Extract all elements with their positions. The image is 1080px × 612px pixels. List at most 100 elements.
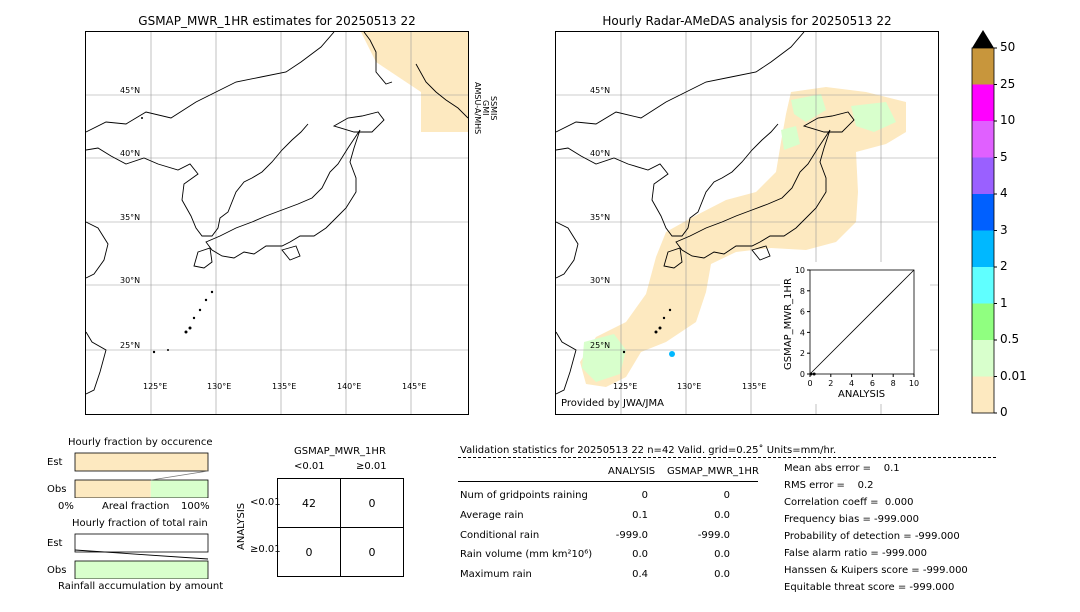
stat-analysis: 0.4 (632, 569, 648, 580)
total-rain-bar-frame (74, 560, 209, 579)
total-rain-xlabel: Rainfall accumulation by amount (58, 581, 224, 592)
scatter-ytick-label: 10 (795, 266, 805, 275)
stat-label: Conditional rain (460, 530, 540, 541)
light-rain-area-4 (582, 334, 626, 382)
right-lat-label-25: 25°N (590, 341, 611, 350)
colorbar-tick-label: 3 (1000, 222, 1008, 237)
colorbar-segment (972, 340, 994, 377)
scatter-ytick-label: 8 (800, 287, 805, 296)
left-lat-label-35: 35°N (120, 213, 141, 222)
occurrence-xlabel: Areal fraction (102, 501, 170, 512)
rain-spot (669, 351, 675, 357)
validation-divider (458, 457, 996, 458)
light-rain-area-3 (851, 102, 896, 132)
scatter-plot: 0 2 4 6 8 10 0 2 4 6 8 10 (795, 266, 919, 388)
right-lat-label-30: 30°N (590, 276, 611, 285)
colorbar-tick-label: 0.5 (1000, 332, 1020, 346)
left-lat-label-45: 45°N (120, 86, 141, 95)
left-islands (141, 117, 214, 354)
colorbar-segment (972, 267, 994, 304)
left-lat-label-25: 25°N (120, 341, 141, 350)
colorbar (971, 30, 997, 414)
occurrence-connector (150, 470, 209, 481)
score-line: Probability of detection = -999.000 (784, 531, 960, 542)
validation-header: Validation statistics for 20250513 22 n=… (460, 445, 837, 456)
scatter-ytick-label: 0 (800, 370, 805, 379)
left-lat-label-30: 30°N (120, 276, 141, 285)
left-map-title: GSMAP_MWR_1HR estimates for 20250513 22 (138, 14, 416, 28)
contingency-row: 0 0 (277, 527, 404, 577)
total-rain-bar-frame (74, 533, 209, 553)
stat-label: Rain volume (mm km²10⁶) (460, 549, 593, 560)
left-coastlines (86, 32, 468, 395)
right-lon-label-125: 125°E (613, 382, 638, 391)
colorbar-segment (972, 121, 994, 158)
scatter-point (812, 372, 816, 376)
scatter-xtick-label: 4 (849, 379, 854, 388)
score-line: Hanssen & Kuipers score = -999.000 (784, 565, 968, 576)
analysis-area (580, 87, 906, 387)
occurrence-bar-frame (74, 479, 209, 498)
colorbar-tick-label: 1 (1000, 295, 1008, 310)
colorbar-segment (972, 194, 994, 231)
validation-col-analysis: ANALYSIS (608, 466, 656, 477)
right-map-title: Hourly Radar-AMeDAS analysis for 2025051… (602, 14, 892, 28)
stat-label: Average rain (460, 510, 524, 521)
occurrence-xtick-right: 100% (181, 501, 210, 512)
contingency-row-label-1: ≥0.01 (250, 544, 281, 555)
score-line: RMS error = 0.2 (784, 480, 874, 491)
stat-gsmap: 0.0 (714, 549, 730, 560)
scatter-xtick-label: 10 (909, 379, 919, 388)
colorbar-segment (972, 303, 994, 340)
stat-label: Maximum rain (460, 569, 532, 580)
sat-label-ssmis: SSMIS (489, 96, 498, 121)
right-lon-label-130: 130°E (677, 382, 702, 391)
colorbar-segment (972, 157, 994, 194)
right-lat-label-35: 35°N (590, 213, 611, 222)
left-map: 45°N 40°N 35°N 30°N 25°N 125°E 130°E 135… (85, 31, 469, 415)
scatter-xtick-label: 6 (870, 379, 875, 388)
stat-gsmap: 0.0 (714, 510, 730, 521)
contingency-table: 42 0 0 0 (277, 478, 404, 577)
stat-gsmap: 0 (723, 490, 730, 501)
light-rain-area-1 (791, 94, 826, 122)
left-lon-label-135: 135°E (272, 382, 297, 391)
scatter-inset: 0 2 4 6 8 10 0 2 4 6 8 10 (780, 262, 930, 404)
score-line: False alarm ratio = -999.000 (784, 548, 927, 559)
right-map-canvas (556, 32, 938, 414)
occurrence-bar (75, 480, 151, 498)
right-lat-label-40: 40°N (590, 149, 611, 158)
contingency-row-label-0: <0.01 (250, 497, 281, 508)
scatter-xtick-label: 2 (828, 379, 833, 388)
contingency-cell: 42 (277, 478, 341, 528)
colorbar-tick-label: 10 (1000, 113, 1016, 127)
colorbar-segment (972, 376, 994, 413)
occurrence-label-obs: Obs (47, 484, 67, 495)
total-rain-label-est: Est (47, 538, 63, 549)
right-lat-label-45: 45°N (590, 86, 611, 95)
colorbar-segment (972, 48, 994, 85)
occurrence-xtick-left: 0% (58, 501, 74, 512)
right-coastlines (556, 32, 855, 395)
colorbar-segment (972, 230, 994, 267)
occurrence-bar-frame (74, 452, 209, 472)
left-lon-label-130: 130°E (207, 382, 232, 391)
scatter-ylabel: GSMAP_MWR_1HR (783, 278, 794, 370)
left-lat-label-40: 40°N (120, 149, 141, 158)
stat-label: Num of gridpoints raining (460, 490, 588, 501)
scatter-ytick-label: 6 (800, 308, 805, 317)
swath-area (361, 32, 468, 132)
contingency-row-axis: ANALYSIS (236, 502, 247, 550)
stat-analysis: 0.0 (632, 549, 648, 560)
scatter-xlabel: ANALYSIS (838, 389, 886, 400)
contingency-row: 42 0 (277, 478, 404, 528)
occurrence-bars (74, 452, 209, 498)
colorbar-extend-arrow (972, 30, 994, 48)
score-line: Mean abs error = 0.1 (784, 463, 900, 474)
colorbar-tick-label: 2 (1000, 259, 1008, 273)
colorbar-tick-label: 5 (1000, 149, 1008, 164)
score-line: Correlation coeff = 0.000 (784, 497, 914, 508)
right-islands (622, 308, 672, 354)
right-lon-label-135: 135°E (742, 382, 767, 391)
score-line: Frequency bias = -999.000 (784, 514, 919, 525)
